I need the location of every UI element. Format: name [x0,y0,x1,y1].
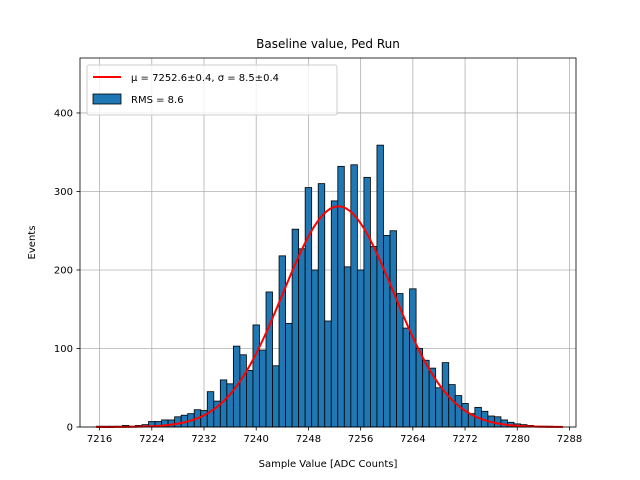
y-axis-ticks: 0 100 200 300 400 [54,108,80,434]
histogram-bar [402,327,410,428]
legend: μ = 7252.6±0.4, σ = 8.5±0.4 RMS = 8.6 [86,64,338,116]
y-tick-label: 200 [54,265,73,276]
histogram-bar [252,324,260,428]
histogram-bar [448,384,456,428]
y-axis-label: Events [27,226,38,260]
histogram-bar [435,387,443,428]
histogram-bar [422,359,430,428]
x-tick-label: 7272 [452,434,477,445]
plot-frame [79,57,577,428]
histogram-bar [298,248,306,428]
histogram-bar [174,416,182,428]
y-tick-label: 400 [54,108,73,119]
x-tick-label: 7232 [191,434,216,445]
histogram-bar [265,291,273,428]
histogram-bar [259,349,267,428]
histogram-bar [311,269,319,428]
histogram-bar [324,320,332,428]
histogram-bar [376,144,384,428]
histogram-bar [330,200,339,428]
histogram-bar [272,365,280,428]
legend-hist-label: RMS = 8.6 [131,95,184,106]
legend-hist-swatch [92,93,122,105]
histogram-bar [454,395,463,428]
histogram-bar [239,354,247,428]
legend-box [86,64,338,116]
histogram-bar [370,246,378,428]
x-tick-label: 7216 [87,434,112,445]
y-tick-label: 0 [67,423,73,434]
histogram-bar [494,416,502,428]
histogram-bar [363,176,371,428]
x-tick-label: 7224 [139,434,164,445]
histogram-bar [278,255,286,428]
legend-fit-label: μ = 7252.6±0.4, σ = 8.5±0.4 [131,73,279,84]
histogram-bar [350,164,358,428]
x-tick-label: 7264 [400,434,425,445]
histogram-bar [343,266,352,428]
histogram-bar [461,403,469,428]
histogram-bar [389,230,397,428]
y-tick-label: 300 [54,187,73,198]
chart-title: Baseline value, Ped Run [256,37,400,51]
histogram-bar [356,269,365,428]
x-tick-label: 7256 [348,434,373,445]
x-tick-label: 7288 [557,434,582,445]
gaussian-fit [96,205,563,428]
x-tick-label: 7280 [505,434,530,445]
y-tick-label: 100 [54,344,73,355]
x-tick-label: 7248 [296,434,321,445]
fit-curve [96,205,563,428]
histogram-bar [246,370,254,428]
histogram-bar [409,288,417,428]
histogram-bar [415,348,424,428]
histogram-bar [304,187,313,428]
x-axis-ticks: 7216 7224 7232 7240 7248 7256 7264 7272 7280 7288 [87,427,582,445]
x-tick-label: 7240 [243,434,268,445]
histogram-bar [285,322,293,428]
histogram-bar [383,235,391,428]
x-axis-label: Sample Value [ADC Counts] [259,459,398,470]
